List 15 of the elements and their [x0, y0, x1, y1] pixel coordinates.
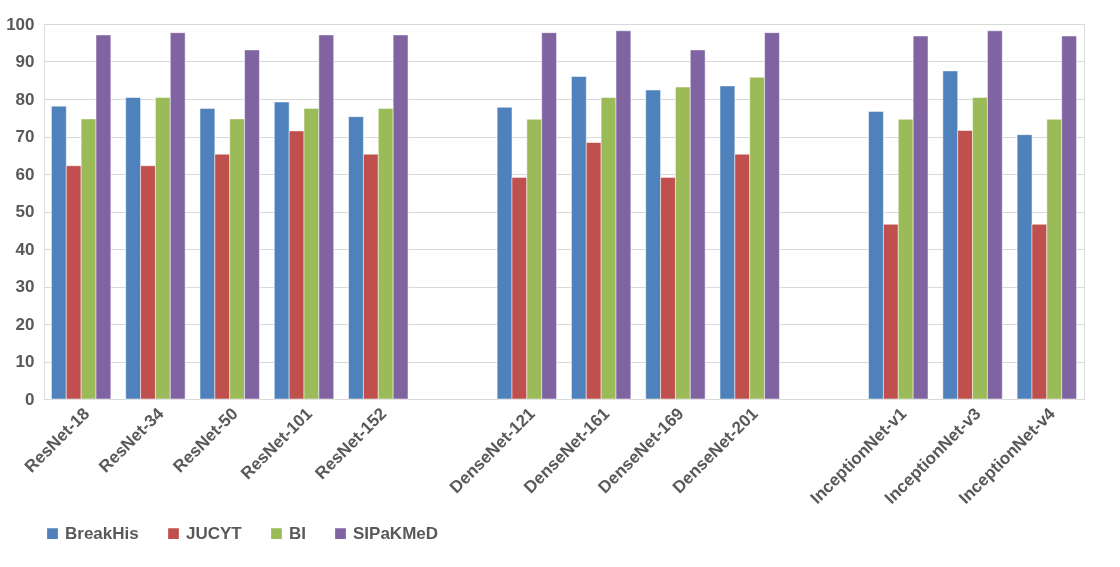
y-tick-label: 0	[25, 389, 35, 409]
y-tick-label: 60	[15, 164, 35, 184]
y-tick-label: 40	[15, 239, 35, 259]
legend-label: BI	[289, 523, 306, 543]
legend-label: BreakHis	[65, 523, 139, 543]
y-tick-label: 20	[15, 314, 35, 334]
legend-label: SIPaKMeD	[353, 523, 439, 543]
y-tick-label: 90	[15, 52, 35, 71]
y-tick-label: 10	[15, 352, 35, 371]
y-tick-label: 80	[15, 89, 35, 109]
y-tick-label: 50	[15, 202, 35, 221]
legend-label: JUCYT	[186, 523, 243, 543]
y-tick-label: 30	[15, 277, 35, 296]
y-tick-label: 100	[6, 14, 35, 34]
y-tick-label: 70	[15, 127, 35, 146]
